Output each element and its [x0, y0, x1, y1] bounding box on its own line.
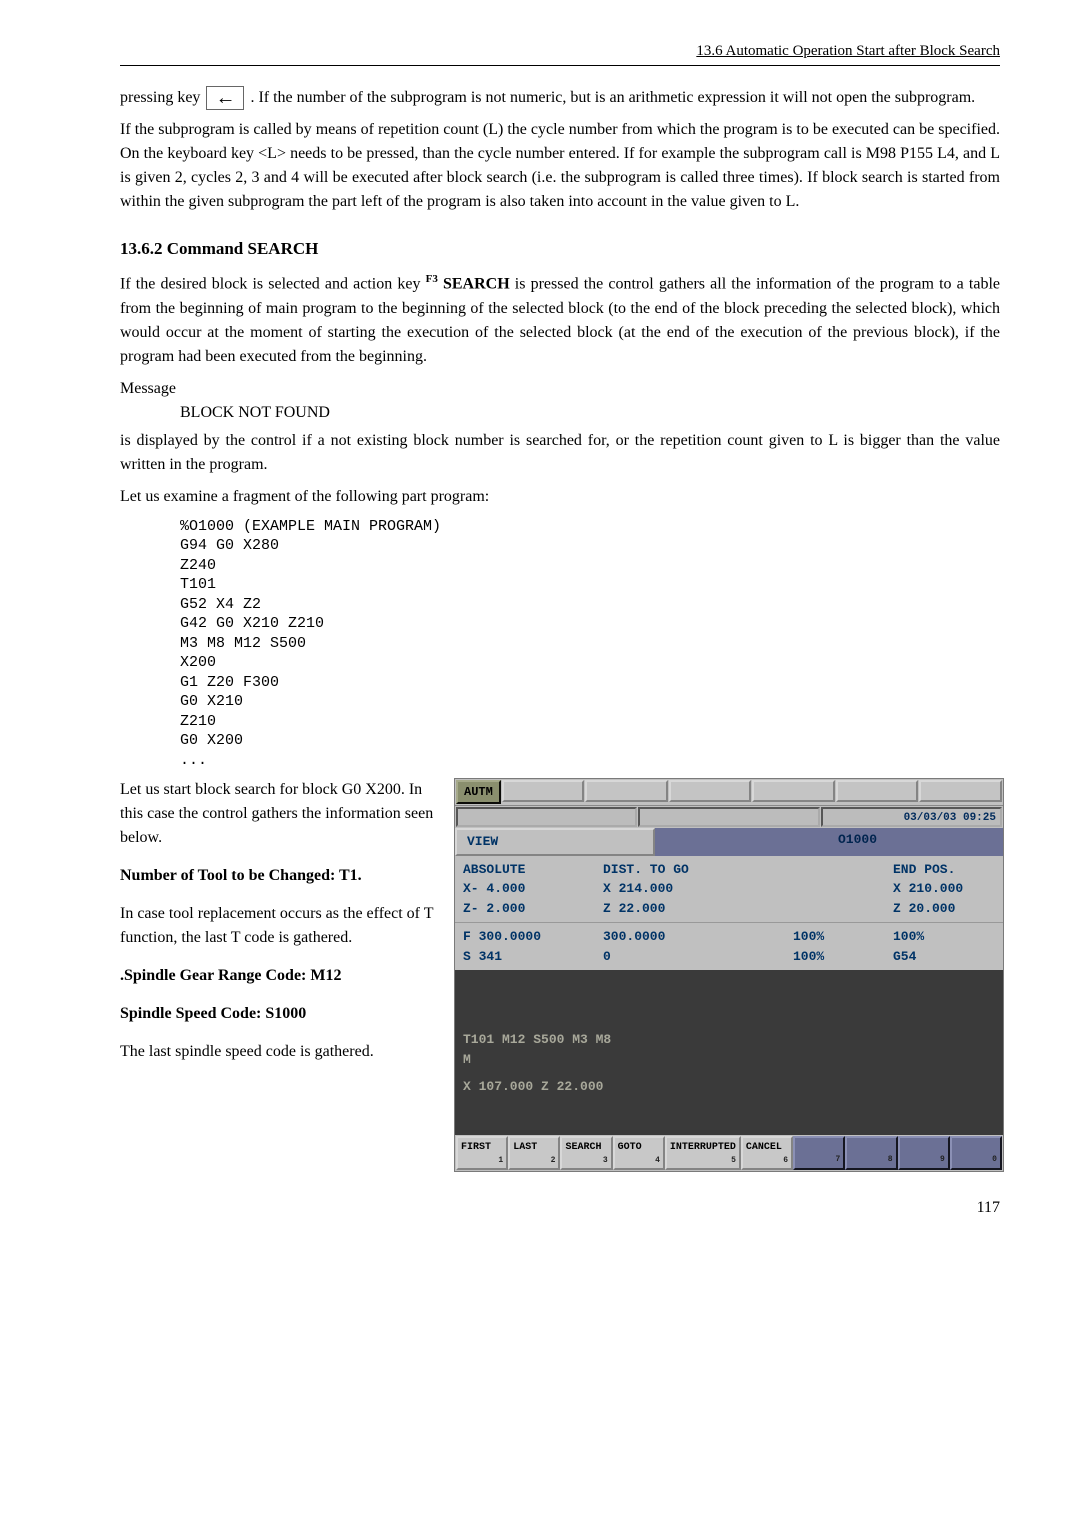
status-cell: [638, 807, 819, 827]
text: If the desired block is selected and act…: [120, 276, 426, 293]
data-cell: G54: [893, 947, 995, 967]
interrupted-button[interactable]: INTERRUPTED5: [665, 1136, 741, 1170]
first-button[interactable]: FIRST1: [456, 1136, 508, 1170]
cancel-button[interactable]: CANCEL6: [741, 1136, 793, 1170]
empty-tab[interactable]: [836, 780, 919, 802]
data-cell: Z- 2.000: [463, 899, 603, 919]
paragraph: In case tool replacement occurs as the e…: [120, 902, 440, 950]
data-cell: X- 4.000: [463, 879, 603, 899]
empty-tab[interactable]: [585, 780, 668, 802]
data-cell: Z 22.000: [603, 899, 793, 919]
message-text: BLOCK NOT FOUND: [180, 401, 1000, 425]
empty-tab[interactable]: [669, 780, 752, 802]
softkey-empty[interactable]: 0: [950, 1136, 1002, 1170]
empty-tab[interactable]: [919, 780, 1002, 802]
spacer: [793, 879, 893, 899]
paragraph: is displayed by the control if a not exi…: [120, 429, 1000, 477]
view-label: VIEW: [455, 828, 655, 856]
status-time: 03/03/03 09:25: [821, 807, 1002, 827]
goto-button[interactable]: GOTO4: [613, 1136, 665, 1170]
subheading: Number of Tool to be Changed: T1.: [120, 864, 440, 888]
paragraph: Let us examine a fragment of the followi…: [120, 485, 1000, 509]
data-cell: S 341: [463, 947, 603, 967]
data-cell: 300.0000: [603, 927, 793, 947]
text-bold: SEARCH: [438, 276, 510, 293]
feed-data: F 300.0000 300.0000 100% 100% S 341 0 10…: [455, 922, 1003, 970]
softkey-row: FIRST1 LAST2 SEARCH3 GOTO4 INTERRUPTED5 …: [455, 1135, 1003, 1171]
code-block: %O1000 (EXAMPLE MAIN PROGRAM) G94 G0 X28…: [180, 517, 1000, 771]
page-number: 117: [120, 1196, 1000, 1220]
paragraph: If the desired block is selected and act…: [120, 271, 1000, 368]
subheading: .Spindle Gear Range Code: M12: [120, 964, 440, 988]
col-header: END POS.: [893, 860, 995, 880]
left-arrow-key: ←: [206, 86, 244, 110]
program-line: M: [463, 1050, 995, 1070]
softkey-empty[interactable]: 9: [898, 1136, 950, 1170]
message-label: Message: [120, 377, 1000, 401]
data-cell: 100%: [793, 927, 893, 947]
softkey-empty[interactable]: 7: [793, 1136, 845, 1170]
data-cell: Z 20.000: [893, 899, 995, 919]
data-cell: 0: [603, 947, 793, 967]
data-cell: 100%: [793, 947, 893, 967]
search-button[interactable]: SEARCH3: [560, 1136, 612, 1170]
paragraph: pressing key ← . If the number of the su…: [120, 86, 1000, 110]
col-header: DIST. TO GO: [603, 860, 793, 880]
section-heading: 13.6.2 Command SEARCH: [120, 236, 1000, 262]
status-cell: [456, 807, 637, 827]
subheading: Spindle Speed Code: S1000: [120, 1002, 440, 1026]
program-id: O1000: [655, 828, 883, 856]
program-line: T101 M12 S500 M3 M8: [463, 1030, 995, 1050]
spacer: [793, 899, 893, 919]
cnc-screenshot: AUTM 03/03/03 09:25 VIEW O1000 A: [454, 778, 1004, 1172]
page-header: 13.6 Automatic Operation Start after Blo…: [120, 40, 1000, 66]
position-data: ABSOLUTE DIST. TO GO END POS. X- 4.000 X…: [455, 856, 1003, 923]
spacer: [793, 860, 893, 880]
softkey-empty[interactable]: 8: [845, 1136, 897, 1170]
data-cell: X 214.000: [603, 879, 793, 899]
empty-tab[interactable]: [752, 780, 835, 802]
last-button[interactable]: LAST2: [508, 1136, 560, 1170]
text: . If the number of the subprogram is not…: [250, 89, 975, 106]
data-cell: 100%: [893, 927, 995, 947]
program-display: T101 M12 S500 M3 M8 M X 107.000 Z 22.000: [455, 970, 1003, 1135]
autm-button[interactable]: AUTM: [456, 780, 501, 804]
program-line: X 107.000 Z 22.000: [463, 1077, 995, 1097]
paragraph: Let us start block search for block G0 X…: [120, 778, 440, 850]
key-label: F3: [426, 273, 438, 285]
empty-tab[interactable]: [502, 780, 585, 802]
text: pressing key: [120, 89, 204, 106]
data-cell: X 210.000: [893, 879, 995, 899]
blank-cell: [883, 828, 1003, 856]
data-cell: F 300.0000: [463, 927, 603, 947]
paragraph: If the subprogram is called by means of …: [120, 118, 1000, 214]
col-header: ABSOLUTE: [463, 860, 603, 880]
paragraph: The last spindle speed code is gathered.: [120, 1040, 440, 1064]
